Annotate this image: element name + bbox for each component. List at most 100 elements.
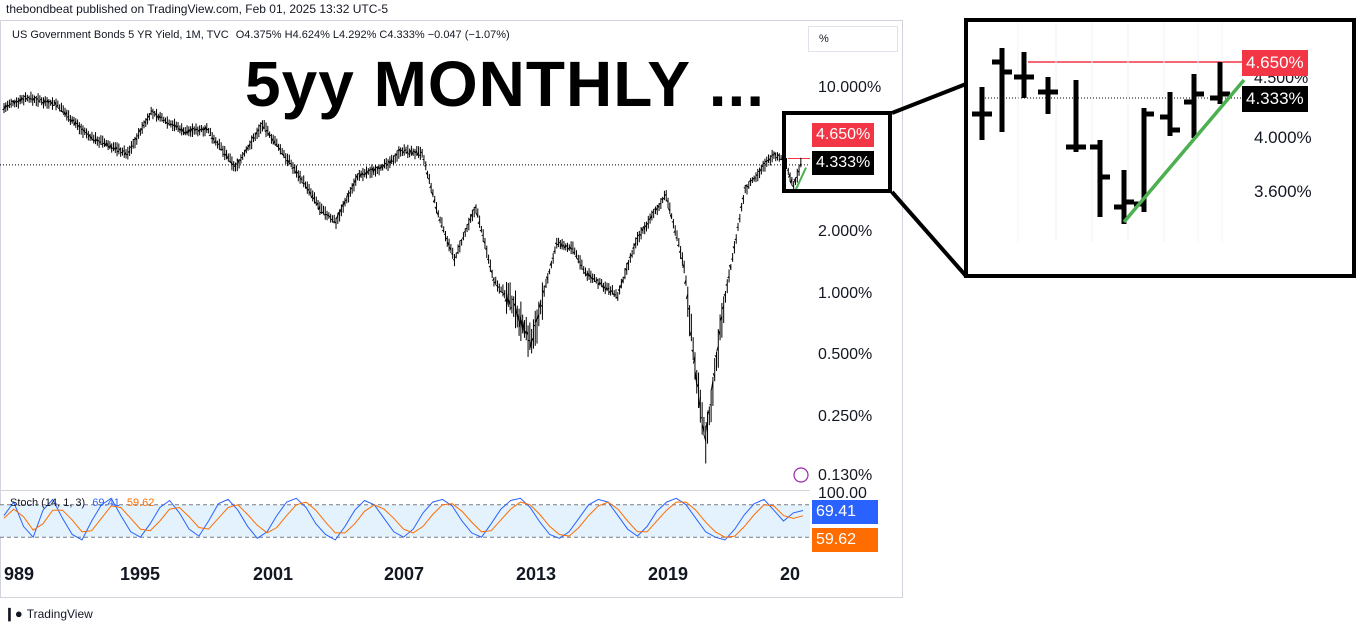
price-bar-open — [430, 191, 434, 196]
price-bar-open — [639, 233, 642, 236]
price-bar-open — [183, 131, 186, 135]
chart-frame[interactable] — [0, 20, 903, 598]
price-bar-open — [379, 166, 382, 170]
price-bar-open — [684, 279, 687, 285]
price-bar-open — [176, 125, 179, 128]
price-bar-open — [610, 290, 613, 293]
price-bar-open — [450, 253, 453, 255]
price-bar-open — [420, 151, 423, 154]
time-axis[interactable]: 989 1995 2001 2007 2013 2019 20 — [0, 560, 810, 586]
zoom-tick: 4.000% — [1254, 128, 1312, 147]
price-bar-open — [90, 136, 93, 140]
price-bar-open — [317, 205, 321, 211]
price-bar-open — [199, 128, 202, 131]
price-bar-open — [350, 187, 353, 190]
price-bar-open — [77, 124, 80, 128]
price-bar-open — [305, 186, 308, 190]
price-bar-open — [739, 205, 742, 209]
price-bar-open — [19, 96, 23, 102]
price-bar-open — [773, 152, 777, 156]
price-bar-open — [701, 424, 705, 432]
price-tick: 0.130% — [818, 467, 873, 484]
price-bar-open — [705, 421, 709, 433]
price-bar-open — [542, 290, 545, 294]
price-bar-open — [765, 160, 767, 163]
price-bar-open — [475, 213, 479, 217]
price-bar-open — [626, 262, 629, 265]
price-bar-open — [728, 264, 732, 270]
price-bar-open — [571, 248, 574, 250]
price-bar-open — [526, 331, 529, 336]
price-bar-open — [738, 218, 741, 220]
price-bar-open — [484, 247, 488, 250]
price-bar-open — [515, 308, 518, 318]
stoch-label: Stoch (14, 1, 3) — [10, 497, 86, 509]
price-bar-open — [359, 172, 362, 178]
price-bar-open — [154, 112, 157, 116]
symbol-name[interactable]: US Government Bonds 5 YR Yield, 1M, TVC — [12, 29, 229, 41]
price-bar-open — [323, 213, 326, 216]
price-bar-open — [777, 154, 780, 157]
price-bar-open — [395, 153, 398, 157]
time-tick: 1995 — [120, 564, 161, 584]
last-price-badge: 4.333% — [812, 151, 875, 175]
price-bar-open — [414, 150, 418, 154]
time-tick: 2013 — [516, 564, 557, 584]
price-bar-open — [732, 246, 735, 249]
price-bar-open — [54, 101, 57, 106]
price-bar-open — [3, 104, 7, 110]
price-bar-open — [158, 114, 161, 119]
symbol-legend[interactable]: US Government Bonds 5 YR Yield, 1M, TVC … — [12, 29, 510, 41]
price-bar-open — [798, 163, 802, 167]
price-bar-open — [174, 124, 177, 128]
price-bar-open — [667, 208, 671, 212]
price-bar-open — [734, 238, 737, 241]
price-bar-open — [239, 159, 242, 162]
price-bar-open — [111, 147, 114, 150]
time-tick: 2007 — [384, 564, 425, 584]
price-bar-open — [687, 307, 690, 311]
price-bar-open — [544, 285, 547, 287]
price-bar-open — [237, 159, 240, 164]
stoch-axis-top: 100.00 — [818, 485, 867, 502]
price-bar-open — [700, 416, 703, 419]
price-bar-open — [413, 150, 416, 153]
price-chart[interactable] — [0, 20, 810, 490]
price-bar-open — [271, 138, 274, 142]
ohlc-values: O4.375% H4.624% L4.292% C4.333% −0.047 (… — [235, 29, 510, 41]
price-bar-open — [242, 152, 245, 155]
tradingview-logo-icon: ❙● — [4, 606, 23, 621]
price-bar-open — [651, 211, 654, 214]
stochastic-pane[interactable] — [0, 490, 810, 552]
alert-icon — [793, 467, 809, 483]
price-bar-open — [41, 101, 44, 104]
price-bar-open — [186, 129, 190, 134]
percent-scale-button[interactable]: % — [808, 26, 898, 52]
price-bar-open — [756, 174, 758, 176]
price-bar-open — [61, 110, 64, 113]
price-bar-open — [553, 250, 556, 253]
price-axis[interactable]: 10.000% 2.000% 1.000% 0.500% 0.250% 0.13… — [816, 20, 902, 490]
price-bar-open — [18, 98, 21, 102]
price-bar-open — [201, 128, 204, 131]
price-bar-open — [25, 97, 28, 101]
price-bar-open — [140, 127, 143, 131]
price-bar-open — [529, 339, 533, 349]
zoom-trend-line — [1122, 78, 1246, 224]
price-bar-open — [617, 289, 620, 292]
stoch-legend[interactable]: Stoch (14, 1, 3) 69.41 59.62 — [10, 497, 154, 509]
price-bar-open — [115, 146, 118, 150]
price-bar-open — [5, 104, 9, 108]
price-bar-open — [321, 211, 324, 214]
price-bar-open — [246, 146, 249, 150]
price-bar-open — [221, 148, 224, 151]
price-bar-open — [2, 108, 5, 111]
price-bar-open — [181, 128, 184, 133]
price-bar-open — [387, 160, 391, 164]
price-bar-open — [599, 282, 602, 285]
price-bar-open — [448, 246, 452, 250]
price-bar-open — [696, 383, 699, 388]
stoch-axis[interactable] — [810, 490, 811, 552]
price-bar-open — [680, 257, 683, 260]
price-bar-open — [256, 129, 260, 132]
